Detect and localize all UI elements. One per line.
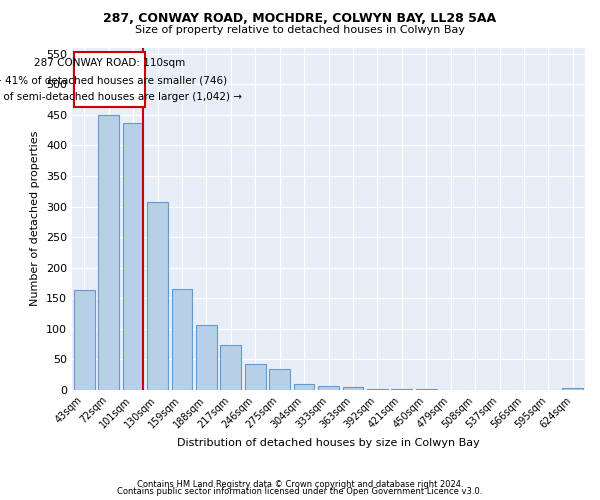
Bar [293, 384, 314, 390]
Text: ← 41% of detached houses are smaller (746): ← 41% of detached houses are smaller (74… [0, 75, 227, 85]
Bar [172, 289, 193, 390]
Bar [74, 290, 95, 390]
X-axis label: Distribution of detached houses by size in Colwyn Bay: Distribution of detached houses by size … [177, 438, 480, 448]
Bar [196, 325, 217, 390]
Bar [245, 364, 266, 390]
Bar [122, 122, 143, 390]
Text: 58% of semi-detached houses are larger (1,042) →: 58% of semi-detached houses are larger (… [0, 92, 242, 102]
Text: 287 CONWAY ROAD: 110sqm: 287 CONWAY ROAD: 110sqm [34, 58, 185, 68]
Bar [269, 368, 290, 390]
Y-axis label: Number of detached properties: Number of detached properties [31, 131, 40, 306]
Bar [343, 387, 364, 390]
Bar [562, 388, 583, 390]
FancyBboxPatch shape [74, 52, 145, 108]
Text: 287, CONWAY ROAD, MOCHDRE, COLWYN BAY, LL28 5AA: 287, CONWAY ROAD, MOCHDRE, COLWYN BAY, L… [103, 12, 497, 26]
Bar [318, 386, 339, 390]
Bar [220, 344, 241, 390]
Text: Contains public sector information licensed under the Open Government Licence v3: Contains public sector information licen… [118, 487, 482, 496]
Bar [147, 202, 168, 390]
Text: Size of property relative to detached houses in Colwyn Bay: Size of property relative to detached ho… [135, 25, 465, 35]
Bar [367, 389, 388, 390]
Bar [98, 115, 119, 390]
Text: Contains HM Land Registry data © Crown copyright and database right 2024.: Contains HM Land Registry data © Crown c… [137, 480, 463, 489]
